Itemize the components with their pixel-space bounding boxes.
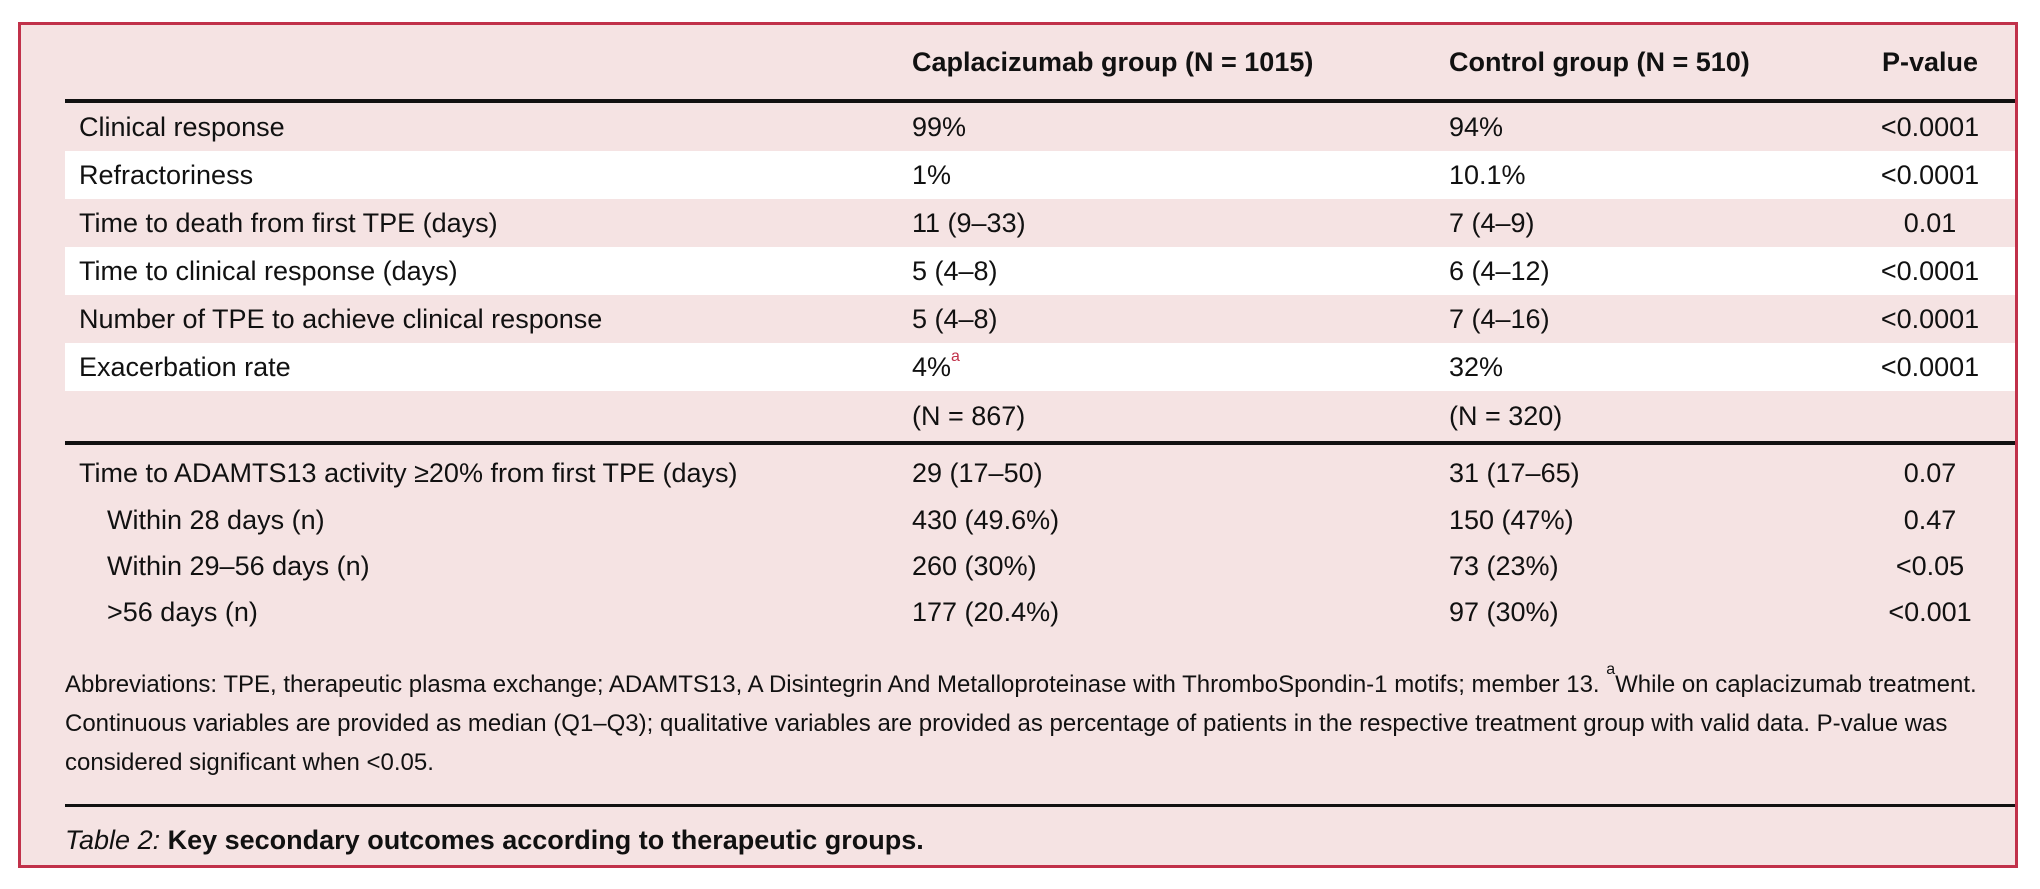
header-p-value: P-value xyxy=(1881,46,1979,77)
capla-value: 177 (20.4%) xyxy=(912,596,1060,627)
p-value: <0.05 xyxy=(1895,550,1965,581)
capla-value: 5 (4–8) xyxy=(912,255,998,286)
caption-rule xyxy=(65,804,2015,807)
row-label: >56 days (n) xyxy=(107,596,258,627)
control-value: 94% xyxy=(1449,111,1504,142)
control-value: 6 (4–12) xyxy=(1449,255,1550,286)
table-row: Time to clinical response (days) 5 (4–8)… xyxy=(65,247,2015,295)
capla-value: 430 (49.6%) xyxy=(912,504,1060,535)
capla-n: (N = 867) xyxy=(912,400,1026,431)
header-caplacizumab: Caplacizumab group (N = 1015) xyxy=(912,46,1314,77)
capla-value: 11 (9–33) xyxy=(912,207,1026,238)
control-value: 32% xyxy=(1449,351,1504,382)
caption-label: Table 2: xyxy=(65,825,161,855)
table-header-row: Caplacizumab group (N = 1015) Control gr… xyxy=(65,25,2015,99)
p-value: 0.01 xyxy=(1903,207,1957,238)
table-row: Time to ADAMTS13 activity ≥20% from firs… xyxy=(65,449,2015,497)
table-row: Within 29–56 days (n) 260 (30%) 73 (23%)… xyxy=(65,543,2015,589)
capla-value: 4% a xyxy=(912,348,960,382)
caption-text: Key secondary outcomes according to ther… xyxy=(160,825,924,855)
row-label: Time to clinical response (days) xyxy=(79,255,458,286)
table-row: Exacerbation rate 4% a 32% <0.0001 xyxy=(65,343,2015,391)
p-value: 0.07 xyxy=(1903,457,1957,488)
control-value: 150 (47%) xyxy=(1449,504,1574,535)
capla-value: 1% xyxy=(912,159,952,190)
row-label: Time to ADAMTS13 activity ≥20% from firs… xyxy=(79,457,738,488)
capla-value: 260 (30%) xyxy=(912,550,1037,581)
table-row: Clinical response 99% 94% <0.0001 xyxy=(65,103,2015,151)
control-value: 7 (4–16) xyxy=(1449,303,1550,334)
control-value: 31 (17–65) xyxy=(1449,457,1580,488)
table-frame: Caplacizumab group (N = 1015) Control gr… xyxy=(18,22,2018,868)
subgroup-n-row: (N = 867) (N = 320) xyxy=(65,391,2015,441)
control-value: 73 (23%) xyxy=(1449,550,1559,581)
control-value: 10.1% xyxy=(1449,159,1526,190)
p-value: <0.0001 xyxy=(1880,111,1980,142)
footnote-marker: a xyxy=(1606,661,1616,678)
row-label: Refractoriness xyxy=(79,159,254,190)
header-rule xyxy=(65,99,2015,103)
table-row: Time to death from first TPE (days) 11 (… xyxy=(65,199,2015,247)
table-row: Refractoriness 1% 10.1% <0.0001 xyxy=(65,151,2015,199)
capla-value: 99% xyxy=(912,111,967,142)
control-value: 7 (4–9) xyxy=(1449,207,1535,238)
p-value: 0.47 xyxy=(1903,504,1957,535)
row-label: Clinical response xyxy=(79,111,285,142)
p-value: <0.0001 xyxy=(1880,351,1980,382)
table-row: Number of TPE to achieve clinical respon… xyxy=(65,295,2015,343)
section-rule xyxy=(65,441,2015,445)
p-value: <0.0001 xyxy=(1880,159,1980,190)
p-value: <0.0001 xyxy=(1880,303,1980,334)
capla-value: 29 (17–50) xyxy=(912,457,1043,488)
table-row: >56 days (n) 177 (20.4%) 97 (30%) <0.001 xyxy=(65,589,2015,635)
control-n: (N = 320) xyxy=(1449,400,1563,431)
capla-value: 5 (4–8) xyxy=(912,303,998,334)
control-value: 97 (30%) xyxy=(1449,596,1559,627)
data-table: Caplacizumab group (N = 1015) Control gr… xyxy=(65,25,2015,635)
row-label: Number of TPE to achieve clinical respon… xyxy=(79,303,603,334)
table-row: Within 28 days (n) 430 (49.6%) 150 (47%)… xyxy=(65,497,2015,543)
row-label: Within 28 days (n) xyxy=(107,504,325,535)
row-label: Time to death from first TPE (days) xyxy=(79,207,498,238)
row-label: Exacerbation rate xyxy=(79,351,291,382)
p-value: <0.0001 xyxy=(1880,255,1980,286)
header-control: Control group (N = 510) xyxy=(1449,46,1750,77)
p-value: <0.001 xyxy=(1888,596,1972,627)
table-caption: Table 2: Key secondary outcomes accordin… xyxy=(65,825,2015,856)
row-label: Within 29–56 days (n) xyxy=(107,550,370,581)
table-footnote: Abbreviations: TPE, therapeutic plasma e… xyxy=(65,661,1977,777)
